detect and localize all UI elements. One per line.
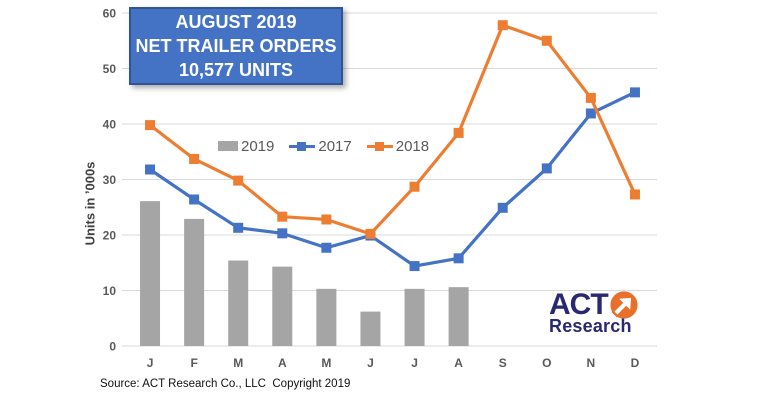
y-tick-label: 30 [103,173,117,187]
y-tick-label: 10 [103,284,117,298]
y-tick-label: 50 [103,62,117,76]
logo-act-text: ACT [549,288,609,321]
x-tick-label: J [367,356,374,370]
logo-research-text: Research [549,316,632,336]
marker-2018 [277,211,288,222]
bar-2019 [272,266,293,346]
legend-label: 2019 [241,137,275,155]
x-tick-label: M [233,356,243,370]
chart-title-line: NET TRAILER ORDERS [135,36,337,56]
marker-2017 [585,108,596,119]
legend-label: 2017 [318,137,352,155]
line-2017 [148,90,637,268]
bar-2019 [184,218,205,346]
bar-2019 [140,201,161,346]
legend-bar-swatch-icon [218,141,238,151]
marker-2018 [629,189,640,200]
x-tick-label: S [499,356,507,370]
marker-2018 [541,35,552,46]
marker-2018 [497,20,508,31]
marker-2018 [453,127,464,138]
x-tick-label: F [190,356,197,370]
x-tick-label: A [454,356,463,370]
x-tick-label: O [542,356,551,370]
y-tick-label: 0 [109,340,116,354]
chart-title-line: AUGUST 2019 [175,12,297,32]
marker-2017 [321,242,332,253]
x-tick-label: A [278,356,287,370]
legend-item-2018: 2018 [366,137,430,155]
y-tick-label: 60 [103,7,117,21]
bar-2019 [316,288,337,346]
y-tick-label: 40 [103,118,117,132]
logo-top-row: ACT [549,290,639,320]
chart-title-line: 10,577 UNITS [178,60,294,80]
marker-2017 [145,164,156,175]
marker-2018 [189,153,200,164]
chart-legend: 2019 2017 2018 [218,136,429,156]
x-tick-label: J [411,356,418,370]
marker-2017 [497,202,508,213]
legend-line-swatch-icon [366,141,393,151]
source-note: Source: ACT Research Co., LLC Copyright … [100,378,351,390]
act-research-logo: ACT Research [549,290,639,335]
chart-title-box: AUGUST 2019 NET TRAILER ORDERS 10,577 UN… [129,7,343,85]
bar-2019 [448,287,469,346]
marker-2018 [321,214,332,225]
bar-2019 [404,288,425,346]
x-tick-label: D [631,356,640,370]
marker-2017 [629,87,640,98]
bar-2019 [228,260,249,346]
y-tick-label: 20 [103,229,117,243]
marker-2018 [409,181,420,192]
marker-2018 [365,228,376,239]
legend-line-swatch-icon [289,141,316,151]
marker-2018 [585,92,596,103]
legend-label: 2018 [395,137,430,155]
legend-marker [374,141,384,151]
marker-2017 [189,194,200,205]
x-tick-label: M [321,356,331,370]
marker-2017 [233,222,244,233]
x-tick-label: J [147,356,154,370]
x-tick-label: N [587,356,596,370]
marker-2018 [145,120,156,131]
legend-item-2019: 2019 [218,138,274,155]
bar-2019 [360,311,381,346]
line-2018 [148,23,637,236]
marker-2017 [453,253,464,264]
marker-2017 [277,228,288,239]
marker-2017 [541,163,552,174]
legend-item-2017: 2017 [289,137,352,155]
northeast-arrow-icon [610,291,638,319]
legend-marker [297,141,307,151]
marker-2018 [233,175,244,186]
marker-2017 [409,261,420,272]
